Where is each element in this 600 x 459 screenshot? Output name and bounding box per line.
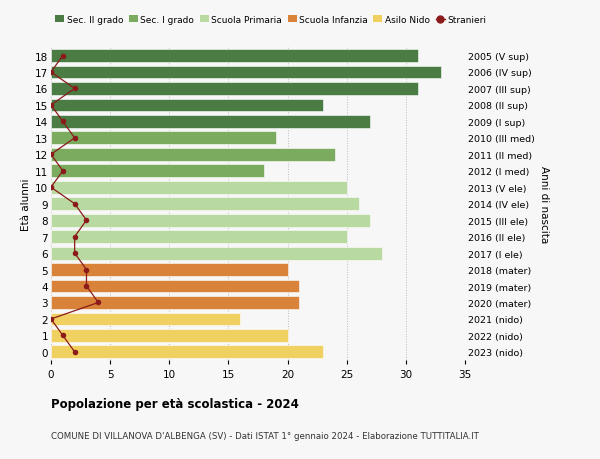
Text: COMUNE DI VILLANOVA D'ALBENGA (SV) - Dati ISTAT 1° gennaio 2024 - Elaborazione T: COMUNE DI VILLANOVA D'ALBENGA (SV) - Dat… (51, 431, 479, 441)
Bar (51, 181, 347, 194)
Point (46, 102, 56, 109)
Point (70, 348, 79, 356)
Bar (51, 214, 370, 227)
Text: Popolazione per età scolastica - 2024: Popolazione per età scolastica - 2024 (51, 397, 299, 410)
Bar (51, 198, 359, 211)
Bar (51, 165, 264, 178)
Bar (51, 50, 418, 63)
Y-axis label: Anni di nascita: Anni di nascita (539, 166, 548, 243)
Point (70, 135, 79, 142)
Bar (51, 313, 240, 325)
Legend: Sec. II grado, Sec. I grado, Scuola Primaria, Scuola Infanzia, Asilo Nido, Stran: Sec. II grado, Sec. I grado, Scuola Prim… (52, 12, 490, 28)
Bar (51, 149, 335, 162)
Point (58, 332, 68, 339)
Point (46, 184, 56, 191)
Bar (51, 329, 287, 342)
Bar (51, 132, 276, 145)
Point (58, 168, 68, 175)
Point (46, 316, 56, 323)
Point (70, 234, 79, 241)
Point (82, 266, 91, 274)
Y-axis label: Età alunni: Età alunni (21, 178, 31, 230)
Bar (51, 231, 347, 244)
Point (82, 283, 91, 290)
Bar (51, 247, 382, 260)
Point (46, 69, 56, 77)
Point (58, 118, 68, 126)
Point (94, 299, 103, 307)
Bar (51, 116, 370, 129)
Bar (51, 99, 323, 112)
Point (58, 53, 68, 60)
Point (70, 85, 79, 93)
Bar (51, 263, 287, 276)
Point (70, 250, 79, 257)
Point (46, 151, 56, 159)
Bar (51, 346, 323, 358)
Bar (51, 83, 418, 95)
Bar (51, 297, 299, 309)
Bar (51, 280, 299, 293)
Point (70, 201, 79, 208)
Point (82, 217, 91, 224)
Bar (51, 67, 442, 79)
